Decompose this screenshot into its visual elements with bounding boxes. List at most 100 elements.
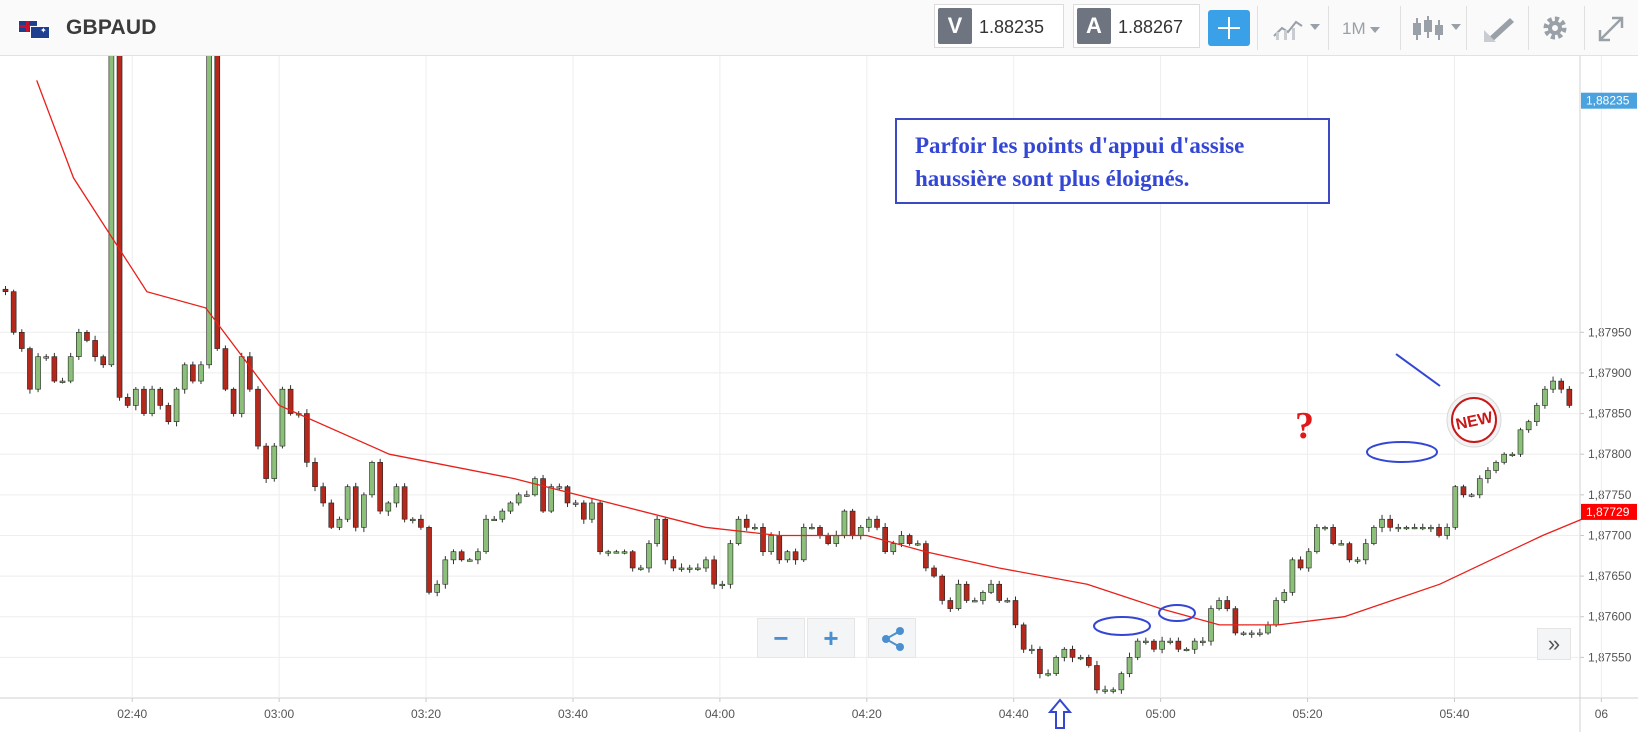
candle-up xyxy=(1289,559,1296,593)
candle-down xyxy=(116,56,123,398)
candle-up xyxy=(271,445,278,479)
candle-down xyxy=(84,332,90,341)
zoom-out-button[interactable]: − xyxy=(757,618,805,658)
candle-up xyxy=(1476,478,1483,496)
candle-down xyxy=(792,551,799,561)
instrument-symbol[interactable]: GBPAUD xyxy=(66,16,157,39)
current-price-label-bg xyxy=(1581,92,1637,109)
candle-up xyxy=(1403,527,1410,530)
candle-up xyxy=(556,486,563,489)
question-mark: ? xyxy=(1295,405,1314,447)
candle-up xyxy=(784,551,791,561)
candle-up xyxy=(1053,657,1060,674)
candle-up xyxy=(678,567,685,570)
candle-up xyxy=(1501,453,1507,463)
divider xyxy=(1528,6,1529,50)
candle-up xyxy=(1134,640,1141,658)
candle-up xyxy=(1273,600,1279,626)
crosshair-icon[interactable] xyxy=(1208,10,1250,46)
candle-up xyxy=(1493,462,1499,471)
y-tick-label: 1,87850 xyxy=(1588,407,1632,421)
candle-up xyxy=(532,478,538,496)
candle-up xyxy=(1338,543,1345,546)
chevron-down-icon xyxy=(1369,26,1380,33)
candle-up xyxy=(1322,527,1328,530)
candle-up xyxy=(1208,608,1214,642)
gear-icon xyxy=(1543,16,1567,40)
candle-down xyxy=(304,413,310,463)
candle-up xyxy=(76,332,82,357)
candle-down xyxy=(1069,648,1076,658)
candle-up xyxy=(1379,518,1385,528)
candle-up xyxy=(1240,632,1247,635)
candle-up xyxy=(1191,640,1198,650)
share-button[interactable] xyxy=(868,618,916,658)
x-tick-label: 04:20 xyxy=(852,707,882,721)
candle-up xyxy=(1395,527,1402,530)
candle-up xyxy=(1533,405,1540,422)
candle-up xyxy=(809,527,815,530)
candle-up xyxy=(914,543,921,546)
candle-down xyxy=(963,583,970,601)
candle-up xyxy=(1216,600,1222,609)
timeframe-dropdown[interactable]: 1M xyxy=(1342,19,1380,49)
settings-button[interactable] xyxy=(1540,14,1570,44)
candle-up xyxy=(475,551,481,561)
candle-up xyxy=(971,600,978,603)
candle-down xyxy=(100,356,107,366)
candle-up xyxy=(1045,673,1051,676)
annotation-box: Parfoir les points d'appui d'assise haus… xyxy=(895,118,1330,204)
candle-down xyxy=(1085,657,1092,666)
annotation-text: Parfoir les points d'appui d'assise haus… xyxy=(915,129,1315,195)
candle-up xyxy=(621,551,628,554)
sell-price-button[interactable]: V 1.88235 xyxy=(934,4,1064,48)
candle-down xyxy=(581,502,587,520)
candle-up xyxy=(1159,640,1165,650)
chart-type-dropdown[interactable] xyxy=(1272,14,1320,44)
candle-up xyxy=(1004,600,1011,603)
candle-down xyxy=(222,348,229,390)
scroll-to-latest-button[interactable]: » xyxy=(1537,628,1571,660)
y-tick-label: 1,87700 xyxy=(1588,528,1632,542)
candle-up xyxy=(1265,624,1271,634)
drawing-tools-button[interactable] xyxy=(1482,14,1516,44)
candle-style-dropdown[interactable] xyxy=(1411,14,1461,44)
candle-up xyxy=(499,510,506,520)
candle-up xyxy=(434,583,440,593)
fullscreen-button[interactable] xyxy=(1596,14,1626,44)
candle-up xyxy=(466,559,473,562)
annotation-line-2: haussière sont plus éloignés. xyxy=(915,166,1190,191)
candle-up xyxy=(507,502,514,512)
price-chart[interactable]: 1,87550 1,87600 1,87650 1,87700 1,87750 1,878… xyxy=(0,56,1638,732)
candle-down xyxy=(760,527,766,553)
share-icon xyxy=(882,627,904,651)
buy-price-button[interactable]: A 1.88267 xyxy=(1073,4,1200,48)
candle-up xyxy=(67,356,74,382)
candle-down xyxy=(931,567,937,577)
candle-up xyxy=(1305,551,1312,569)
candle-down xyxy=(1558,380,1565,390)
candle-up xyxy=(955,583,962,609)
x-tick-label: 05:00 xyxy=(1146,707,1176,721)
line-chart-icon xyxy=(1273,20,1303,40)
zoom-in-button[interactable]: + xyxy=(807,618,855,658)
candle-down xyxy=(312,462,318,488)
candle-up xyxy=(1411,527,1418,530)
candle-down xyxy=(947,600,954,609)
up-arrow-icon xyxy=(1047,698,1073,729)
candle-down xyxy=(320,486,326,504)
candle-down xyxy=(1175,640,1182,650)
candle-down xyxy=(401,486,408,520)
y-tick-label: 1,87550 xyxy=(1588,650,1632,664)
candle-up xyxy=(1509,453,1516,457)
candle-down xyxy=(247,356,253,390)
plus-icon: + xyxy=(823,623,839,653)
candle-down xyxy=(418,518,424,528)
candle-up xyxy=(605,551,612,554)
candle-up xyxy=(133,388,139,406)
x-tick-label: 03:20 xyxy=(411,707,441,721)
divider xyxy=(1257,6,1258,50)
y-tick-label: 1,87600 xyxy=(1588,610,1632,624)
candle-down xyxy=(1020,624,1027,650)
candle-up xyxy=(768,535,774,553)
